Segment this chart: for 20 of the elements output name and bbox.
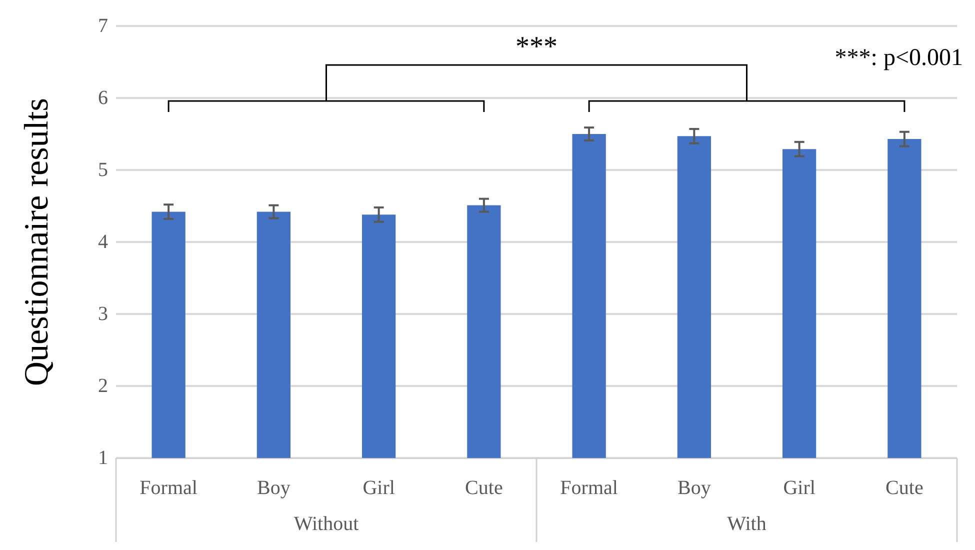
y-tick-label: 6 [98,87,108,109]
y-tick-label: 4 [98,231,108,253]
y-tick-label: 7 [98,15,108,37]
text: Without [294,513,360,535]
y-tick-label: 2 [98,375,108,397]
x-tick-label: Cute [886,477,924,499]
y-tick-label: 3 [98,303,108,325]
x-tick-label: Boy [257,477,290,499]
annotation: *** [516,32,558,62]
x-tick-label: Girl [783,477,816,499]
x-tick-label: Boy [678,477,711,499]
x-tick-label: Girl [362,477,396,499]
y-axis-title: Questionnaire results [18,98,56,386]
x-tick-label: Cute [465,477,503,499]
text: With [727,513,766,535]
x-tick-label: Formal [560,477,618,499]
annotation: ***: p<0.001 [834,45,963,71]
x-tick-label: Formal [140,477,198,499]
y-tick-label: 5 [98,159,108,181]
y-tick-label: 1 [98,447,108,469]
